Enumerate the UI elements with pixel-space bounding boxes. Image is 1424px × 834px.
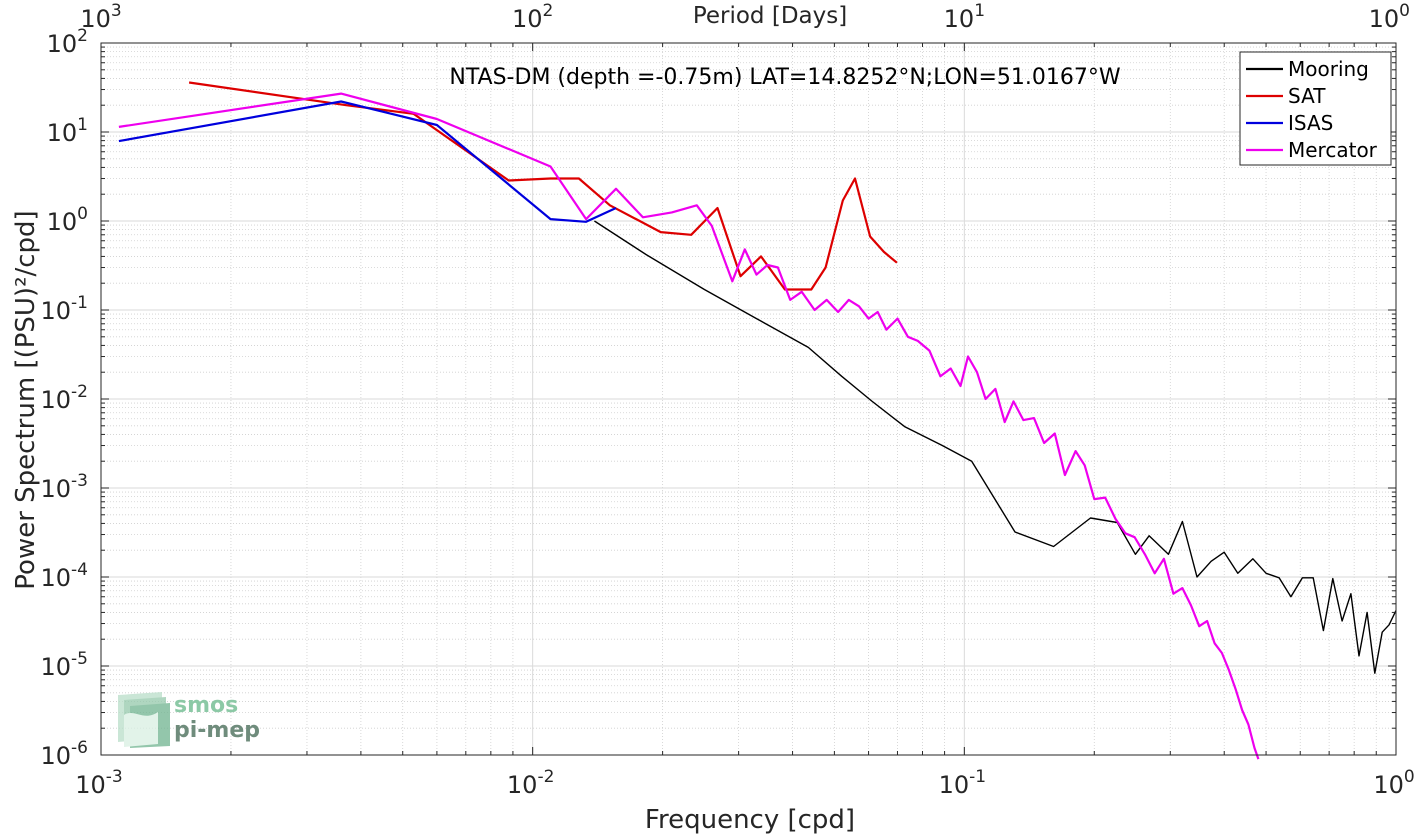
grid (100, 43, 1396, 756)
x-tick-label: 10-2 (507, 767, 555, 799)
series-lines (118, 81, 1397, 760)
top-tick-label: 100 (1369, 1, 1410, 33)
x-axis-title: Frequency [cpd] (645, 805, 855, 834)
y-tick-label: 10-5 (41, 649, 89, 681)
x-tick-label: 100 (1373, 767, 1414, 799)
legend-box (1239, 51, 1392, 166)
legend-label-mooring: Mooring (1288, 57, 1369, 81)
y-axis-title: Power Spectrum [(PSU)²/cpd] (11, 210, 41, 589)
legend-label-isas: ISAS (1288, 111, 1333, 135)
series-line-mooring (594, 220, 1397, 674)
logo-emblem-icon (118, 692, 170, 748)
y-tick-label: 10-4 (41, 560, 89, 592)
legend: Mooring SAT ISAS Mercator (1239, 51, 1392, 166)
tick-marks (100, 42, 1397, 756)
series-line-isas (118, 100, 617, 223)
y-tick-label: 10-6 (41, 738, 89, 770)
logo-line2: pi-mep (174, 718, 260, 743)
series-line-mercator (118, 92, 1260, 760)
x-tick-label: 10-1 (939, 767, 987, 799)
top-tick-label: 101 (944, 1, 985, 33)
y-tick-label: 10-2 (41, 382, 89, 414)
chart-title: NTAS-DM (depth =-0.75m) LAT=14.8252°N;LO… (449, 65, 1121, 90)
y-tick-label: 10-1 (41, 293, 89, 325)
top-tick-label: 103 (80, 1, 121, 33)
smos-pi-mep-logo: smos pi-mep (118, 692, 260, 748)
x-tick-label: 10-3 (75, 767, 123, 799)
series-line-sat (188, 81, 898, 291)
y-tick-label: 102 (47, 26, 88, 58)
top-tick-label: 102 (512, 1, 553, 33)
top-axis-title: Period [Days] (693, 3, 847, 29)
legend-label-sat: SAT (1288, 84, 1326, 108)
y-tick-label: 101 (47, 115, 88, 147)
legend-label-mercator: Mercator (1288, 138, 1378, 162)
logo-line1: smos (174, 693, 238, 718)
y-tick-label: 10-3 (41, 471, 89, 503)
y-tick-label: 100 (47, 204, 88, 236)
